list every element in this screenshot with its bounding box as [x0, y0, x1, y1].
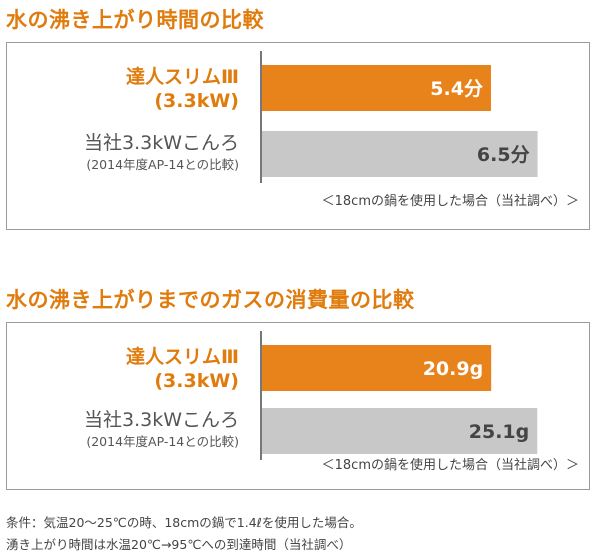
footnote: ＜18cmの鍋を使用した場合（当社調べ）＞: [322, 457, 579, 473]
chart-1-svg: 5.4分 達人スリムⅢ(3.3kW) 6.5分 当社3.3kWこんろ (2014年度AP…: [84, 51, 579, 209]
footnote: ＜18cmの鍋を使用した場合（当社調べ）＞: [322, 193, 579, 209]
chart-1-panel: 5.4分 達人スリムⅢ (3.3kW) 6.5分 当社3.3kWこんろ (2014年度AP…: [6, 42, 590, 230]
category-label-2-line1: 当社3.3kWこんろ: [84, 132, 239, 154]
value-label-2: 6.5分: [477, 144, 530, 166]
bar-1: [262, 65, 491, 111]
category-label-1-line1: 達人スリムⅢ: [126, 345, 239, 368]
chart-2-title: 水の沸き上がりまでのガスの消費量の比較: [6, 288, 415, 312]
category-label-2-line2: (2014年度AP-14との比較): [86, 157, 239, 172]
chart-2-svg: 20.9g 達人スリムⅢ(3.3kW) 25.1g 当社3.3kWこんろ (2014年度…: [84, 331, 579, 473]
time-note: 湧き上がり時間は水温20℃→95℃への到達時間（当社調べ）: [6, 537, 352, 552]
value-label-1: 5.4分: [430, 78, 483, 100]
category-label-1-line2: (3.3kW): [154, 370, 239, 392]
condition-note: 条件：気温20～25℃の時、18cmの鍋で1.4ℓを使用した場合。: [6, 515, 362, 530]
bar-2: [262, 131, 538, 177]
category-label-2-line2: (2014年度AP-14との比較): [86, 434, 239, 449]
chart-2-panel: 20.9g 達人スリムⅢ (3.3kW) 25.1g 当社3.3kWこんろ (2014年度…: [6, 322, 590, 490]
category-label-1-line2: (3.3kW): [154, 90, 239, 112]
bar-2: [262, 408, 538, 454]
value-label-1: 20.9g: [423, 358, 483, 380]
category-label-1-line1: 達人スリムⅢ: [126, 65, 239, 88]
chart-1-title: 水の沸き上がり時間の比較: [6, 8, 264, 32]
value-label-2: 25.1g: [469, 421, 529, 443]
category-label-2-line1: 当社3.3kWこんろ: [84, 409, 239, 431]
bar-1: [262, 345, 492, 391]
